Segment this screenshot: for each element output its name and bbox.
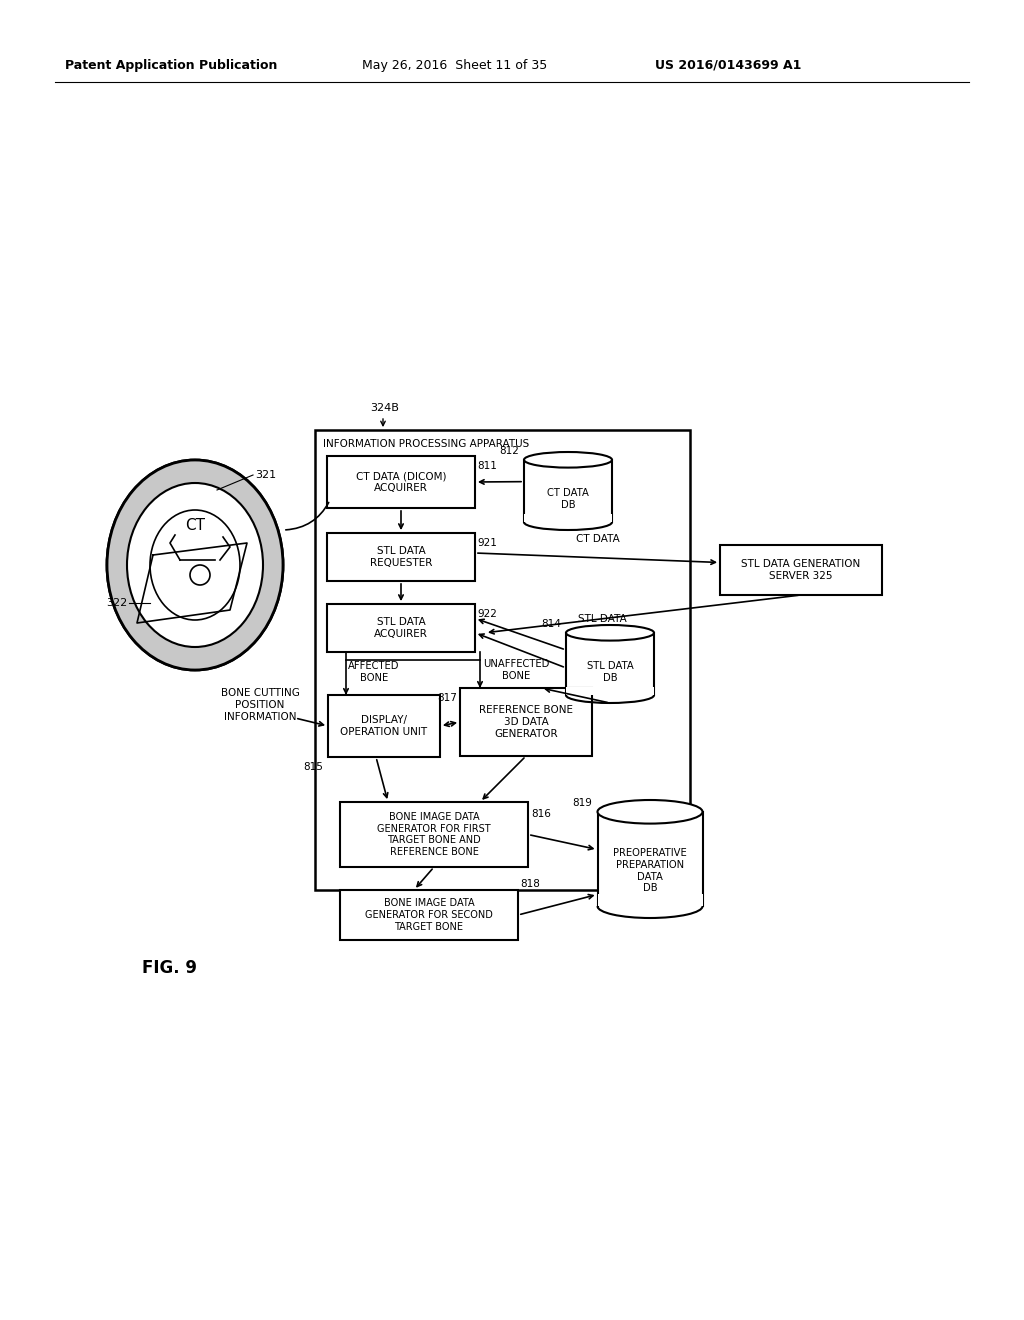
Text: BONE IMAGE DATA
GENERATOR FOR SECOND
TARGET BONE: BONE IMAGE DATA GENERATOR FOR SECOND TAR… bbox=[366, 899, 493, 932]
Bar bbox=[340, 803, 528, 867]
Text: 817: 817 bbox=[437, 693, 457, 704]
Text: 819: 819 bbox=[572, 797, 593, 808]
Text: BONE CUTTING
POSITION
INFORMATION: BONE CUTTING POSITION INFORMATION bbox=[220, 689, 299, 722]
Bar bbox=[327, 605, 475, 652]
Bar bbox=[327, 455, 475, 508]
Text: 812: 812 bbox=[499, 446, 519, 455]
Text: US 2016/0143699 A1: US 2016/0143699 A1 bbox=[655, 58, 802, 71]
FancyArrowPatch shape bbox=[286, 503, 329, 529]
Text: CT DATA
DB: CT DATA DB bbox=[547, 488, 589, 510]
Text: 814: 814 bbox=[541, 619, 561, 628]
Bar bbox=[460, 688, 592, 756]
Bar bbox=[524, 515, 612, 523]
Text: UNAFFECTED
BONE: UNAFFECTED BONE bbox=[482, 659, 549, 681]
Text: Patent Application Publication: Patent Application Publication bbox=[65, 58, 278, 71]
Ellipse shape bbox=[566, 624, 654, 640]
Text: May 26, 2016  Sheet 11 of 35: May 26, 2016 Sheet 11 of 35 bbox=[362, 58, 547, 71]
Ellipse shape bbox=[597, 800, 702, 824]
Text: STL DATA
ACQUIRER: STL DATA ACQUIRER bbox=[374, 618, 428, 639]
Bar bbox=[720, 545, 882, 595]
Text: STL DATA
REQUESTER: STL DATA REQUESTER bbox=[370, 546, 432, 568]
Bar bbox=[597, 895, 702, 907]
Ellipse shape bbox=[106, 459, 283, 671]
Text: AFFECTED
BONE: AFFECTED BONE bbox=[348, 661, 399, 682]
Text: 322: 322 bbox=[105, 598, 127, 609]
Text: CT: CT bbox=[185, 517, 205, 532]
Text: CT DATA (DICOM)
ACQUIRER: CT DATA (DICOM) ACQUIRER bbox=[355, 471, 446, 492]
Text: STL DATA
DB: STL DATA DB bbox=[587, 661, 634, 682]
Bar bbox=[328, 696, 440, 756]
Bar bbox=[327, 533, 475, 581]
Text: REFERENCE BONE
3D DATA
GENERATOR: REFERENCE BONE 3D DATA GENERATOR bbox=[479, 705, 573, 739]
Text: 922: 922 bbox=[477, 609, 497, 619]
Text: DISPLAY/
OPERATION UNIT: DISPLAY/ OPERATION UNIT bbox=[340, 715, 428, 737]
Ellipse shape bbox=[127, 483, 263, 647]
Bar bbox=[524, 459, 612, 523]
Text: CT DATA: CT DATA bbox=[575, 535, 620, 544]
Text: STL DATA GENERATION
SERVER 325: STL DATA GENERATION SERVER 325 bbox=[741, 560, 860, 581]
Bar bbox=[566, 688, 654, 696]
Ellipse shape bbox=[524, 451, 612, 467]
Text: 818: 818 bbox=[520, 879, 540, 888]
Text: INFORMATION PROCESSING APPARATUS: INFORMATION PROCESSING APPARATUS bbox=[323, 440, 529, 449]
Text: 324B: 324B bbox=[370, 403, 399, 413]
Ellipse shape bbox=[127, 483, 263, 647]
Bar bbox=[340, 890, 518, 940]
Text: STL DATA: STL DATA bbox=[579, 614, 627, 624]
Circle shape bbox=[190, 565, 210, 585]
Text: BONE IMAGE DATA
GENERATOR FOR FIRST
TARGET BONE AND
REFERENCE BONE: BONE IMAGE DATA GENERATOR FOR FIRST TARG… bbox=[377, 812, 490, 857]
Bar bbox=[315, 430, 690, 890]
Bar bbox=[597, 812, 702, 907]
Bar bbox=[566, 632, 654, 696]
Ellipse shape bbox=[150, 510, 240, 620]
Text: PREOPERATIVE
PREPARATION
DATA
DB: PREOPERATIVE PREPARATION DATA DB bbox=[613, 849, 687, 894]
Text: 815: 815 bbox=[303, 762, 323, 772]
Text: 816: 816 bbox=[531, 809, 551, 818]
Ellipse shape bbox=[127, 483, 263, 647]
Ellipse shape bbox=[106, 459, 283, 671]
Text: FIG. 9: FIG. 9 bbox=[142, 960, 198, 977]
Text: 921: 921 bbox=[477, 539, 497, 548]
Text: 321: 321 bbox=[255, 470, 276, 480]
Text: 811: 811 bbox=[477, 461, 497, 471]
